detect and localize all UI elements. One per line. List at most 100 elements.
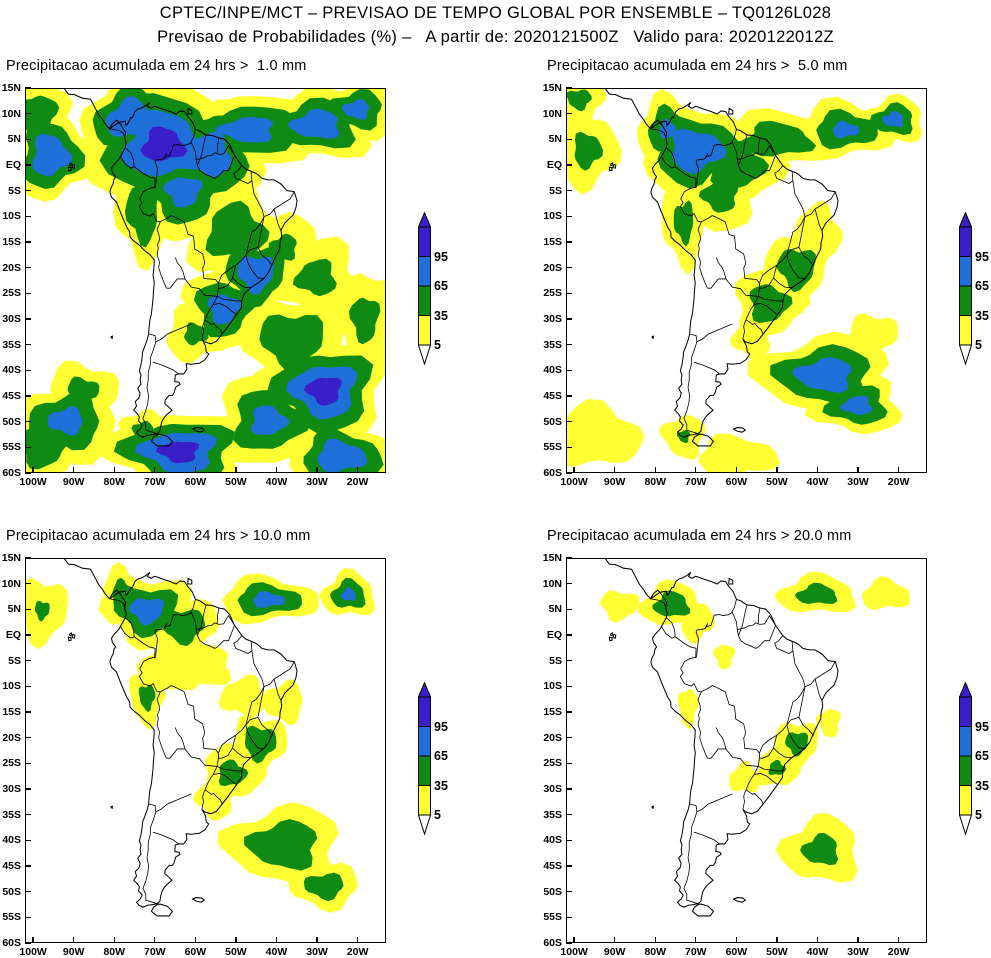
panel-title-3: Precipitacao acumulada em 24 hrs > 10.0 … — [6, 528, 311, 544]
y-axis-tick-label: 10N — [542, 577, 562, 590]
y-axis-tick-label: 15S — [2, 706, 21, 718]
y-axis-tick-label: 45S — [2, 390, 21, 402]
colorbar-tick-label: 5 — [975, 338, 982, 352]
x-axis-tick-mark — [356, 937, 359, 943]
x-axis-tick-mark — [695, 937, 697, 943]
y-axis-tick-mark — [566, 608, 572, 611]
y-axis-tick-mark — [25, 608, 31, 611]
y-axis-tick-mark — [25, 942, 31, 944]
x-axis-tick-mark — [235, 467, 237, 473]
colorbar-tick-label: 95 — [434, 249, 448, 264]
x-axis-tick-label: 90W — [62, 946, 85, 958]
x-axis-tick-label: 20W — [346, 946, 369, 958]
y-axis-tick-label: 35S — [2, 338, 21, 351]
y-axis-tick-label: 15N — [542, 552, 562, 564]
y-axis-tick-label: 10S — [2, 680, 21, 693]
y-axis-tick-mark — [566, 762, 572, 765]
x-axis-tick-mark — [573, 937, 575, 943]
y-axis-tick-mark — [25, 266, 31, 269]
y-axis-tick-mark — [566, 557, 572, 559]
y-axis-tick-mark — [566, 916, 572, 919]
x-axis-tick-mark — [194, 937, 197, 943]
panel-title-2: Precipitacao acumulada em 24 hrs > 5.0 m… — [547, 58, 848, 74]
y-axis-tick-mark — [566, 164, 572, 166]
x-axis-tick-label: 90W — [603, 946, 626, 958]
x-axis-tick-label: 70W — [685, 476, 707, 488]
y-axis-tick-mark — [25, 164, 31, 166]
x-axis-tick-mark — [816, 467, 819, 473]
y-axis-tick-label: 55S — [543, 911, 562, 924]
y-axis-tick-mark — [566, 369, 572, 372]
y-axis-tick-mark — [25, 839, 31, 842]
y-axis-tick-label: 20S — [2, 731, 21, 744]
y-axis-tick-mark — [566, 472, 572, 474]
y-axis-tick-mark — [566, 420, 572, 423]
x-axis-tick-mark — [897, 937, 900, 943]
colorbar-tick-label: 5 — [434, 808, 441, 822]
y-axis-tick-label: 20S — [543, 731, 562, 744]
y-axis-tick-label: 10N — [1, 107, 21, 120]
x-axis-tick-mark — [154, 467, 156, 473]
y-axis-tick-label: 60S — [543, 467, 562, 479]
x-axis-tick-label: 100W — [19, 476, 47, 488]
colorbar-tick-label: 5 — [434, 338, 441, 352]
y-axis-tick-label: 40S — [543, 364, 562, 377]
y-axis-tick-mark — [566, 189, 572, 192]
x-axis-tick-mark — [857, 467, 859, 473]
y-axis-tick-label: EQ — [546, 159, 562, 171]
colorbar-gradient — [417, 681, 432, 836]
header-line-1: CPTEC/INPE/MCT – PREVISAO DE TEMPO GLOBA… — [159, 4, 832, 22]
y-axis-tick-mark — [566, 788, 572, 790]
colorbar-4 — [958, 681, 973, 836]
y-axis-tick-mark — [25, 189, 31, 192]
x-axis-tick-mark — [32, 937, 34, 943]
map-canvas-3 — [26, 559, 385, 942]
y-axis-tick-mark — [566, 736, 572, 739]
y-axis-tick-mark — [25, 557, 31, 559]
x-axis-tick-label: 30W — [847, 946, 869, 958]
colorbar-gradient — [417, 211, 432, 366]
probability-contours-2 — [567, 89, 923, 472]
x-axis-tick-mark — [695, 467, 697, 473]
y-axis-tick-mark — [566, 711, 572, 713]
x-axis-tick-mark — [816, 937, 819, 943]
y-axis-tick-label: 35S — [543, 338, 562, 351]
x-axis-tick-label: 30W — [306, 946, 328, 958]
y-axis-tick-mark — [25, 420, 31, 423]
y-axis-tick-label: EQ — [5, 629, 21, 641]
y-axis-tick-label: 40S — [2, 364, 21, 377]
x-axis-tick-label: 60W — [184, 946, 207, 958]
x-axis-tick-label: 60W — [725, 946, 748, 958]
y-axis-tick-mark — [566, 266, 572, 269]
x-axis-tick-mark — [776, 467, 778, 473]
probability-contours-1 — [26, 89, 385, 472]
y-axis-tick-label: 5S — [549, 654, 562, 667]
y-axis-tick-label: 45S — [2, 860, 21, 872]
x-axis-tick-label: 50W — [225, 476, 247, 488]
y-axis-tick-mark — [25, 446, 31, 449]
x-axis-tick-mark — [275, 937, 278, 943]
y-axis-tick-mark — [566, 942, 572, 944]
y-axis-tick-label: 5S — [8, 654, 21, 667]
y-axis-tick-label: 55S — [2, 911, 21, 924]
colorbar-tick-label: 35 — [434, 308, 448, 323]
colorbar-tick-label: 5 — [975, 808, 982, 822]
x-axis-tick-label: 90W — [62, 476, 85, 488]
x-axis-tick-label: 20W — [346, 476, 369, 488]
x-axis-tick-mark — [654, 937, 656, 943]
probability-contours-3 — [26, 559, 376, 917]
colorbar-tick-label: 95 — [434, 719, 448, 734]
y-axis-tick-mark — [25, 788, 31, 790]
y-axis-tick-label: 15S — [543, 706, 562, 718]
x-axis-tick-mark — [735, 467, 738, 473]
x-axis-tick-label: 40W — [265, 476, 288, 488]
y-axis-tick-label: 10N — [542, 107, 562, 120]
y-axis-tick-mark — [25, 685, 31, 688]
y-axis-tick-label: 50S — [2, 885, 21, 898]
y-axis-tick-mark — [566, 318, 572, 320]
y-axis-tick-label: 25S — [2, 287, 21, 300]
x-axis-tick-label: 80W — [103, 476, 126, 488]
x-axis-tick-label: 40W — [806, 946, 829, 958]
y-axis-tick-mark — [566, 865, 572, 867]
map-canvas-2 — [567, 89, 926, 472]
